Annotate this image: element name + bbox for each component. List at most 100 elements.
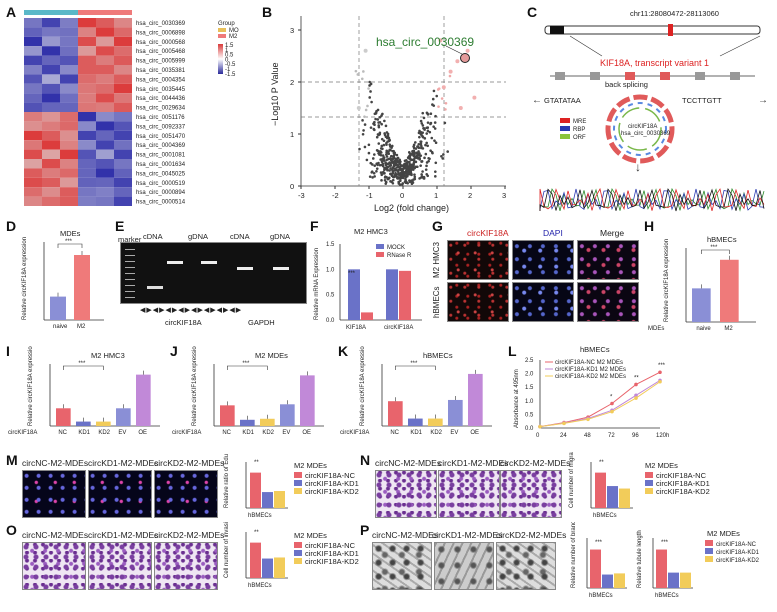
heatmap-cell	[42, 27, 60, 37]
heatmap-cell	[96, 93, 114, 103]
data-point	[385, 141, 388, 145]
bar	[348, 269, 360, 320]
x-axis-label: hBMECs	[589, 593, 613, 599]
sig-point	[458, 106, 463, 110]
data-point	[421, 147, 425, 150]
data-point	[441, 157, 445, 160]
chart-h: naive M2 hBMECs Relative circKIF18A express…	[648, 235, 756, 332]
heatmap-cell	[24, 130, 42, 141]
data-point	[367, 87, 370, 90]
locus-c: chr11:28080472-28113060 KIF18A, transcri…	[532, 9, 768, 212]
data-point	[434, 175, 437, 178]
data-point	[433, 121, 437, 124]
legend-swatch-m2	[218, 34, 226, 38]
heatmap-cell	[60, 130, 78, 141]
sig-label: **	[254, 460, 259, 466]
panel-label-o: O	[6, 522, 17, 538]
legend-label: circKIF18A-NC	[656, 471, 707, 480]
panel-label-d: D	[6, 218, 17, 234]
data-point	[413, 175, 417, 179]
heatmap-cell	[24, 102, 42, 112]
heatmap-cell	[60, 27, 78, 37]
chart-title: M2 HMC3	[354, 227, 388, 236]
x-tick-label: KIF18A	[346, 325, 366, 331]
heatmap-cell	[96, 83, 114, 94]
data-point	[421, 124, 425, 127]
x-tick-label: OE	[302, 430, 311, 436]
heatmap-row-label: hsa_circ_0000894	[136, 190, 186, 196]
heatmap-cell	[96, 130, 114, 141]
data-point	[369, 82, 373, 86]
x-tick-label: 1	[434, 191, 438, 200]
y-axis-label: Absorbance at 495nm	[514, 369, 520, 428]
exon-block	[625, 72, 635, 80]
x-tick-label: 96	[632, 433, 639, 439]
heatmap-cell	[96, 177, 114, 188]
x-axis-label: hBMECs	[248, 583, 272, 589]
data-point	[392, 163, 396, 166]
p-img-1	[372, 542, 432, 590]
x-tick-label: KD1	[410, 430, 422, 436]
locus-coordinates: chr11:28080472-28113060	[630, 9, 719, 18]
data-point	[365, 158, 369, 162]
data-point	[433, 139, 436, 142]
sig-label: ***	[661, 540, 669, 546]
x-tick-label: NC	[58, 430, 67, 436]
heatmap-cell	[24, 187, 42, 197]
data-point	[408, 179, 411, 182]
heatmap-row-label: hsa_circ_0044436	[136, 96, 186, 102]
data-point	[373, 175, 376, 178]
data-point	[389, 145, 392, 148]
data-point	[385, 155, 389, 158]
data-point	[412, 161, 416, 165]
data-point	[404, 175, 408, 179]
heatmap-cell	[114, 55, 132, 65]
heatmap-cell	[78, 159, 96, 169]
x-tick-label: circKIF18A	[384, 325, 413, 331]
x-tick-label: 24	[560, 433, 567, 439]
heatmap-cell	[78, 149, 96, 159]
data-point	[382, 139, 386, 143]
g-img-3	[577, 240, 639, 280]
data-point	[389, 155, 393, 158]
data-point	[417, 156, 421, 159]
data-point	[401, 182, 405, 185]
data-point	[414, 160, 418, 164]
y-tick-label: 0.5	[525, 412, 534, 418]
chart-p: hBMECs *** Relative number of branches hBME…	[571, 522, 760, 599]
data-point	[413, 173, 416, 176]
sig-point	[448, 69, 453, 74]
scale-tick: -1.5	[225, 72, 236, 78]
data-point	[386, 162, 390, 166]
series-line	[539, 379, 661, 428]
legend-rbp: RBP	[573, 127, 585, 133]
bar	[74, 255, 90, 320]
p-img-title-1: circNC-M2-MDEs	[372, 530, 439, 540]
data-point	[384, 124, 388, 128]
back-splicing-label: back splicing	[605, 80, 648, 89]
data-point	[375, 167, 379, 170]
heatmap-cell	[42, 36, 60, 47]
heatmap-cell	[60, 18, 78, 28]
sig-label: ***	[78, 361, 86, 367]
data-point	[392, 175, 396, 178]
data-point	[383, 178, 387, 182]
data-point	[375, 169, 378, 173]
m-img-3	[154, 470, 218, 518]
m-img-2	[88, 470, 152, 518]
data-point	[383, 166, 386, 170]
data-point	[384, 161, 387, 164]
data-point	[383, 168, 386, 172]
legend-swatch	[294, 550, 302, 556]
data-point	[383, 132, 386, 135]
heatmap-cell	[114, 112, 132, 122]
heatmap-cell	[42, 83, 60, 94]
legend-swatch	[294, 558, 302, 564]
legend-label: circKIF18A-NC M2 MDEs	[555, 360, 623, 366]
p-img-3	[496, 542, 556, 590]
heatmap-cell	[78, 177, 96, 188]
data-point	[434, 114, 437, 118]
data-point	[421, 131, 425, 134]
data-point	[378, 115, 382, 119]
legend-swatch	[294, 542, 302, 548]
